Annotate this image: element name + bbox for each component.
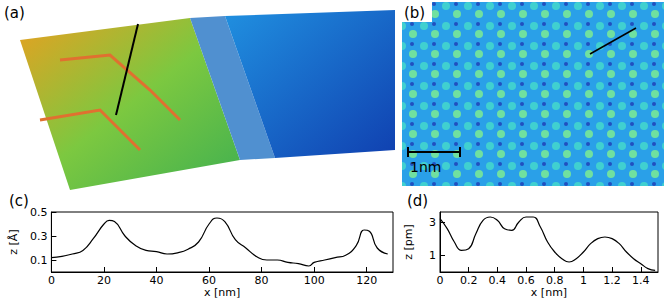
svg-text:0.2: 0.2 [460,274,478,287]
svg-text:3: 3 [429,216,436,229]
svg-text:1: 1 [580,274,587,287]
svg-text:40: 40 [150,274,164,287]
svg-text:z [pm]: z [pm] [402,224,415,260]
svg-text:(c): (c) [9,192,29,210]
svg-text:1.4: 1.4 [632,274,650,287]
svg-text:(d): (d) [407,192,428,210]
svg-text:80: 80 [255,274,269,287]
svg-text:60: 60 [202,274,216,287]
svg-text:0: 0 [48,274,55,287]
svg-text:(b): (b) [404,4,425,22]
svg-text:0.3: 0.3 [30,230,48,243]
svg-text:(a): (a) [4,4,25,22]
svg-text:0.4: 0.4 [489,274,507,287]
svg-text:1: 1 [429,249,436,262]
svg-text:x [nm]: x [nm] [204,286,240,299]
svg-text:z [Å]: z [Å] [7,229,20,254]
svg-text:100: 100 [304,274,325,287]
svg-text:20: 20 [97,274,111,287]
svg-text:x [nm]: x [nm] [531,286,567,299]
svg-text:0.1: 0.1 [30,254,48,267]
svg-text:0.5: 0.5 [30,206,48,219]
svg-text:1nm: 1nm [410,159,441,175]
svg-text:1.2: 1.2 [603,274,621,287]
svg-text:0.6: 0.6 [517,274,535,287]
svg-text:0: 0 [437,274,444,287]
svg-text:0.8: 0.8 [546,274,564,287]
svg-text:120: 120 [356,274,377,287]
